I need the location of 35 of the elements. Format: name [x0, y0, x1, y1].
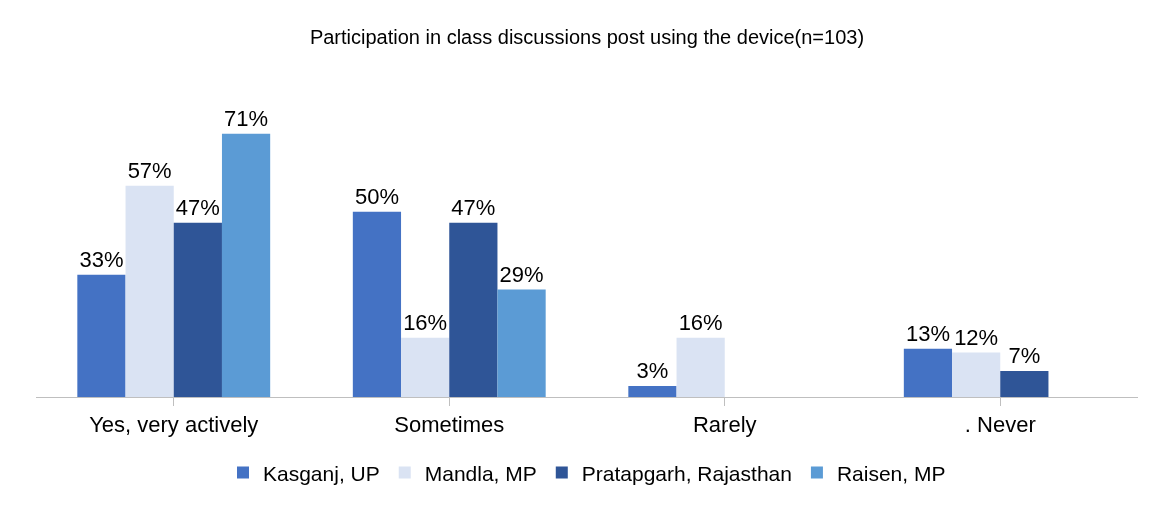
x-tick-label: . Never [964, 412, 1036, 438]
data-label: 47% [451, 194, 496, 220]
bar [352, 211, 402, 397]
data-label: 16% [403, 309, 448, 335]
data-label: 7% [1008, 343, 1041, 369]
data-label: 3% [636, 357, 669, 383]
data-label: 13% [905, 320, 950, 346]
legend-label: Kasganj, UP [263, 461, 380, 485]
data-label: 71% [224, 105, 269, 131]
data-label: 33% [79, 246, 124, 272]
x-tick-label: Rarely [692, 412, 757, 438]
data-label: 50% [354, 183, 399, 209]
bar [77, 274, 126, 397]
legend-label: Mandla, MP [424, 461, 537, 485]
bar [497, 289, 546, 397]
bar [173, 222, 222, 397]
bar [1000, 371, 1049, 397]
legend-label: Raisen, MP [836, 461, 946, 485]
bar [903, 348, 953, 397]
chart-title: Participation in class discussions post using the device(n=103) [309, 26, 865, 49]
data-label: 47% [175, 194, 220, 220]
bar [628, 385, 677, 397]
bar [449, 222, 498, 397]
legend-label: Pratapgarh, Rajasthan [581, 461, 792, 485]
data-label: 12% [954, 324, 999, 350]
data-label: 57% [127, 157, 172, 183]
bar [401, 337, 450, 397]
bar [952, 352, 1001, 397]
bar [221, 133, 271, 397]
x-tick-label: Yes, very actively [89, 412, 259, 438]
x-tick-label: Sometimes [394, 412, 505, 438]
data-label: 16% [678, 309, 723, 335]
data-label: 29% [499, 261, 544, 287]
bar [676, 337, 725, 397]
bar [125, 185, 174, 397]
